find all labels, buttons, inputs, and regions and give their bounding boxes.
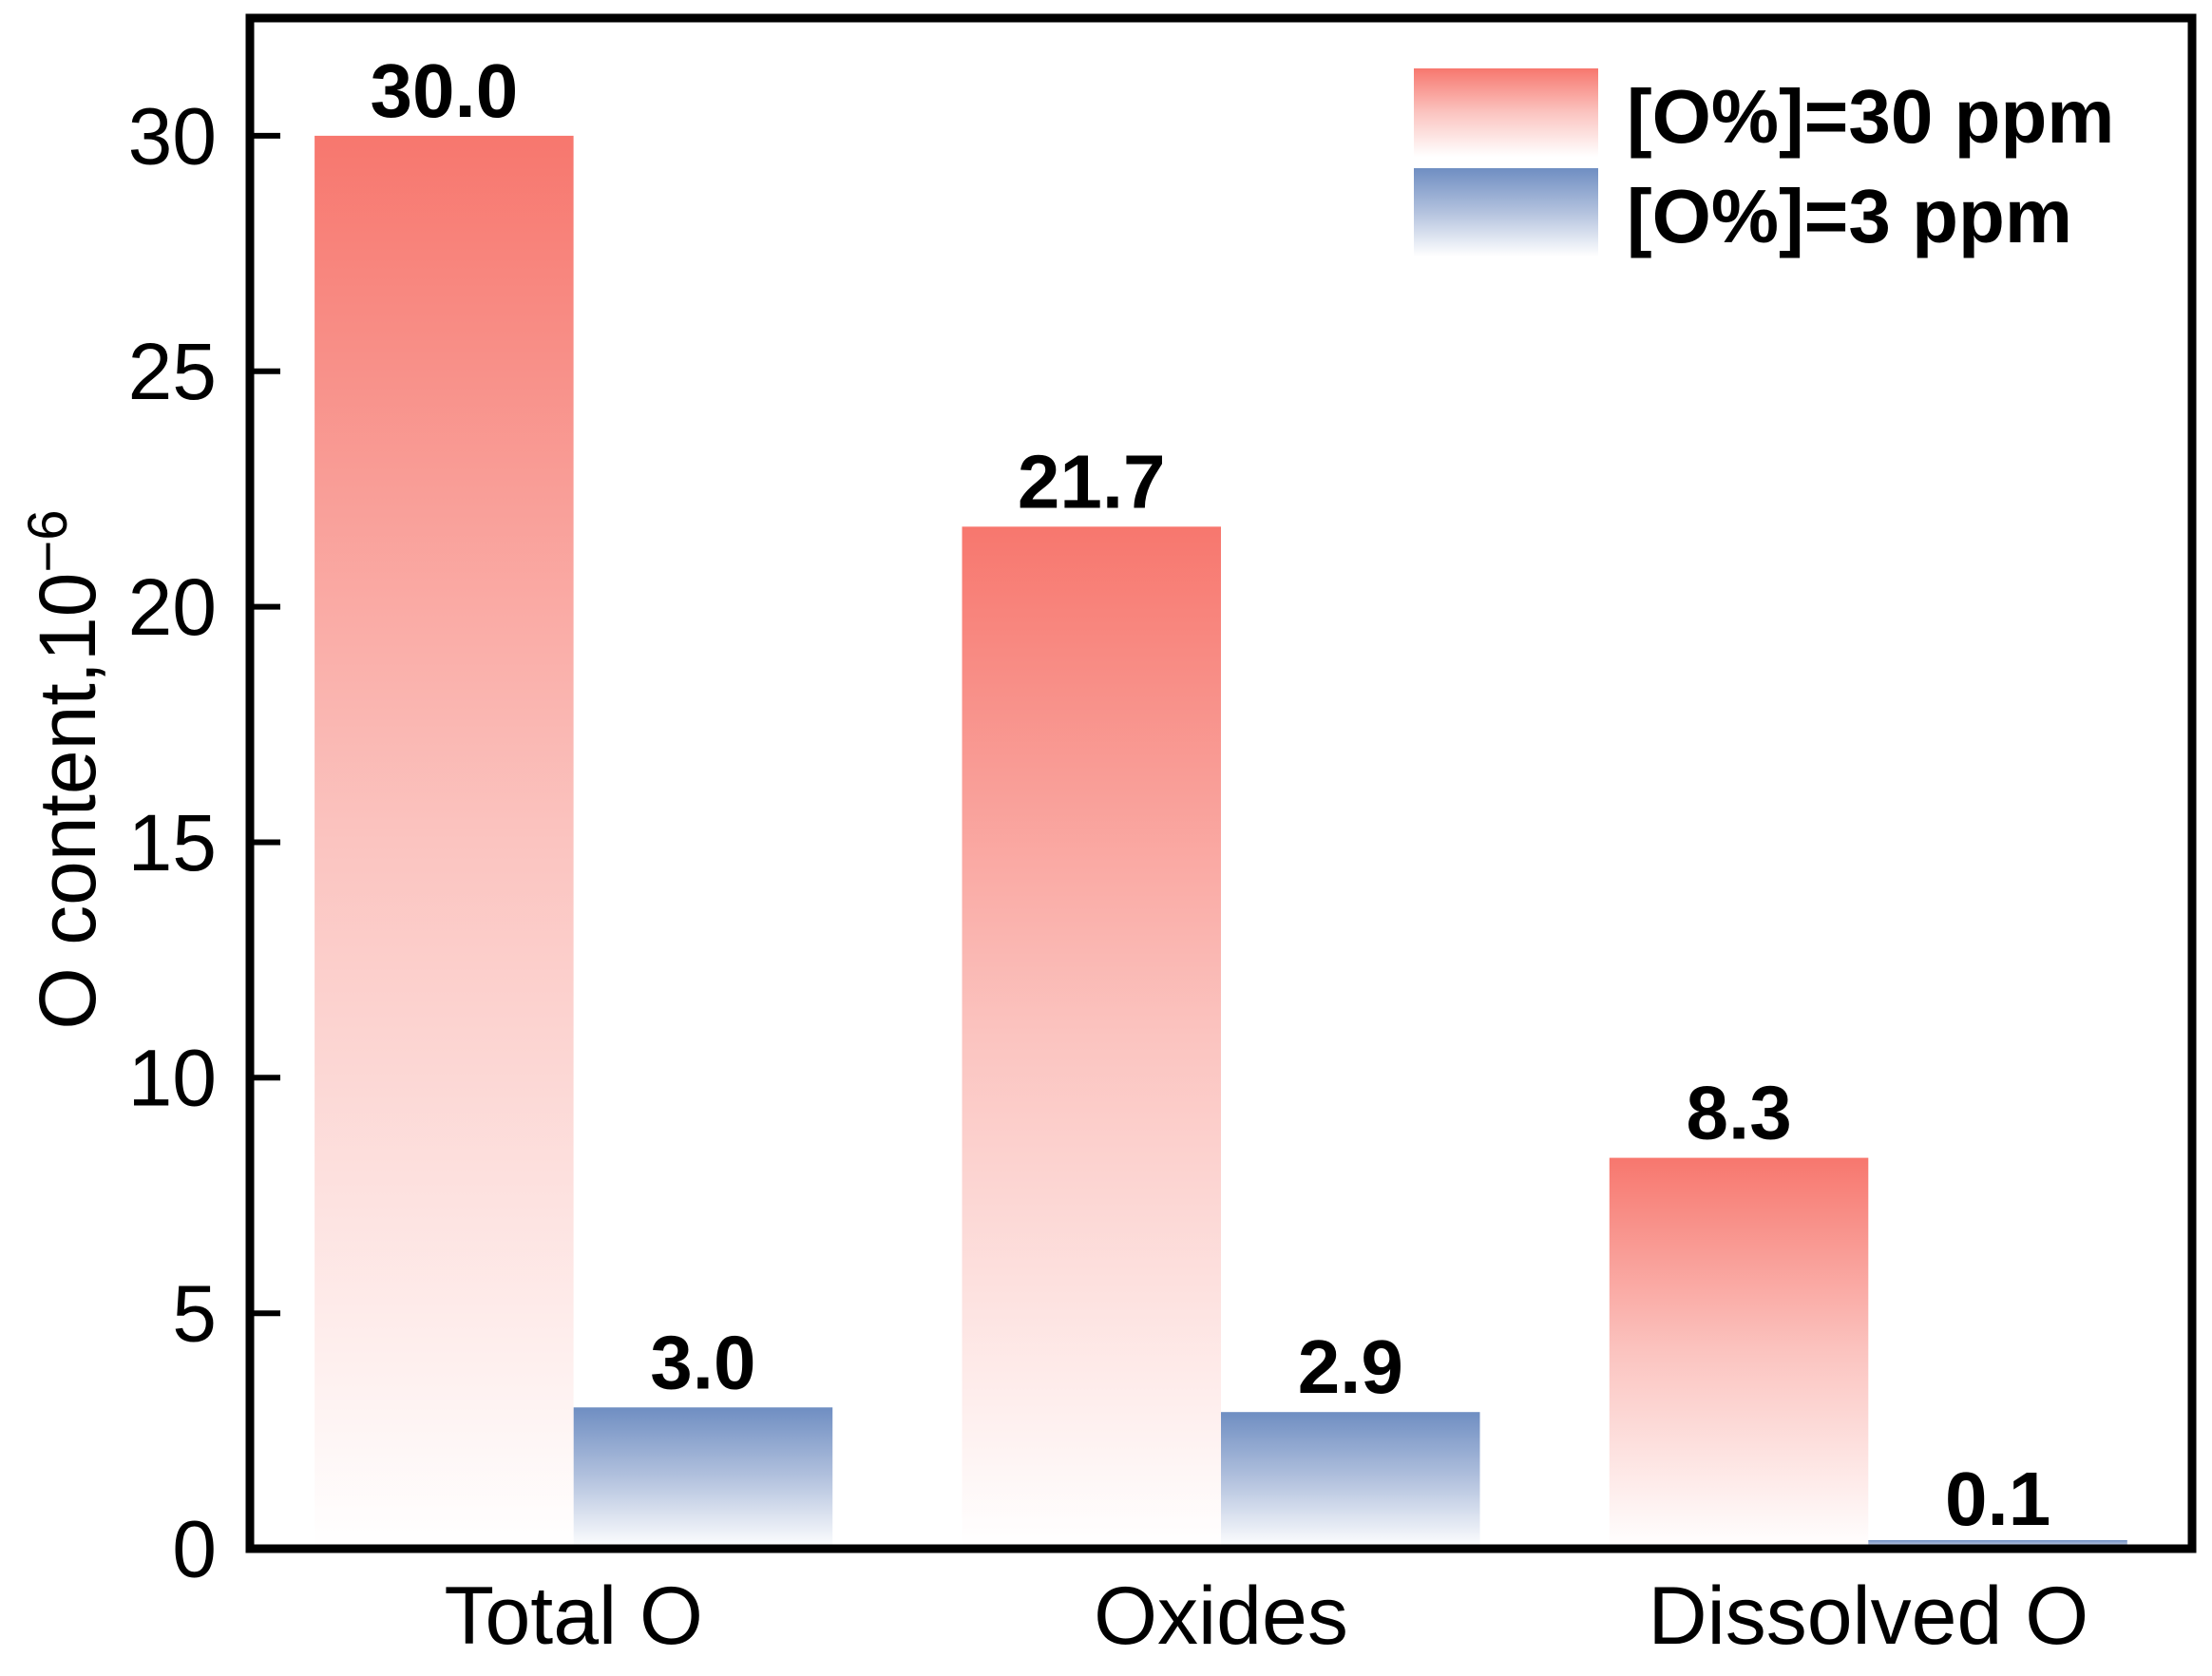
y-axis-title: O content,10−6 bbox=[17, 509, 112, 1029]
y-tick-label: 0 bbox=[172, 1504, 217, 1593]
legend-label-series1: [O%]=3 ppm bbox=[1627, 174, 2072, 258]
bar-oxides-series0 bbox=[962, 526, 1221, 1549]
value-label: 0.1 bbox=[1945, 1457, 2050, 1541]
category-label: Oxides bbox=[1094, 1571, 1348, 1662]
category-label: Total O bbox=[444, 1571, 702, 1662]
value-label: 30.0 bbox=[371, 48, 519, 133]
legend-swatch-series0 bbox=[1414, 68, 1598, 157]
y-tick-label: 20 bbox=[128, 562, 217, 652]
y-tick-label: 10 bbox=[128, 1034, 217, 1123]
category-label: Dissolved O bbox=[1649, 1571, 2089, 1662]
legend-swatch-series1 bbox=[1414, 168, 1598, 257]
legend-label-series0: [O%]=30 ppm bbox=[1627, 74, 2114, 159]
bar-total-o-series0 bbox=[315, 135, 574, 1549]
y-tick-label: 5 bbox=[172, 1269, 217, 1359]
bar-total-o-series1 bbox=[573, 1407, 833, 1549]
value-label: 21.7 bbox=[1018, 439, 1166, 524]
y-tick-label: 25 bbox=[128, 327, 217, 416]
value-label: 8.3 bbox=[1686, 1071, 1791, 1155]
plot-frame bbox=[245, 13, 2197, 1553]
bar-oxides-series1 bbox=[1221, 1412, 1480, 1549]
y-tick-label: 15 bbox=[128, 798, 217, 887]
y-tick-label: 30 bbox=[128, 91, 217, 181]
bar-dissolved-o-series0 bbox=[1609, 1157, 1869, 1549]
value-label: 2.9 bbox=[1298, 1324, 1403, 1409]
value-label: 3.0 bbox=[650, 1320, 755, 1404]
